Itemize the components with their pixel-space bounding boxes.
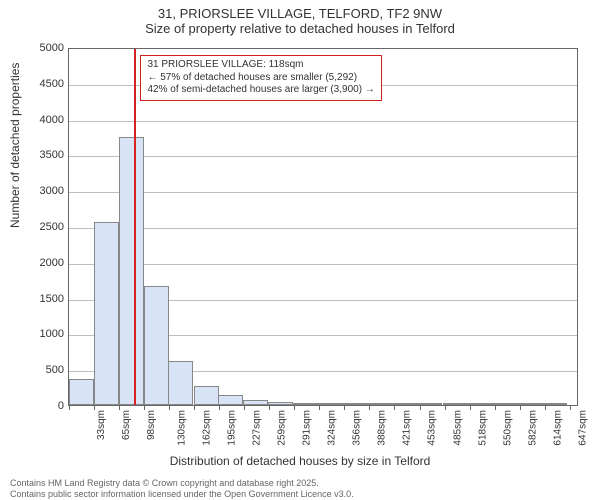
x-tick-label: 550sqm [502,410,513,446]
x-tick-label: 324sqm [327,410,338,446]
annot-line3: 42% of semi-detached houses are larger (… [147,84,374,97]
y-tick-label: 0 [24,400,64,412]
y-tick-label: 3500 [24,149,64,161]
x-tick-mark [470,405,471,410]
x-tick-mark [219,405,220,410]
plot-area: 31 PRIORSLEE VILLAGE: 118sqm ← 57% of de… [68,48,578,406]
chart-title-line1: 31, PRIORSLEE VILLAGE, TELFORD, TF2 9NW [0,6,600,21]
x-tick-mark [169,405,170,410]
x-tick-label: 130sqm [177,410,188,446]
y-tick-label: 4000 [24,114,64,126]
x-tick-label: 388sqm [377,410,388,446]
histogram-bar [268,402,293,405]
x-tick-mark [445,405,446,410]
x-tick-label: 453sqm [427,410,438,446]
x-tick-label: 227sqm [252,410,263,446]
x-tick-mark [394,405,395,410]
x-tick-mark [344,405,345,410]
histogram-bar [194,386,219,405]
x-tick-mark [194,405,195,410]
x-tick-mark [269,405,270,410]
y-tick-label: 2000 [24,257,64,269]
histogram-bar [368,403,393,405]
histogram-bar [467,403,492,405]
footer-attribution: Contains HM Land Registry data © Crown c… [10,478,354,500]
x-tick-label: 582sqm [527,410,538,446]
y-tick-label: 1500 [24,293,64,305]
histogram-bar [417,403,442,405]
x-tick-label: 33sqm [96,410,107,440]
x-tick-mark [69,405,70,410]
annotation-box: 31 PRIORSLEE VILLAGE: 118sqm ← 57% of de… [140,55,381,101]
y-tick-label: 2500 [24,221,64,233]
x-tick-mark [119,405,120,410]
histogram-bar [94,222,119,405]
y-tick-label: 5000 [24,42,64,54]
histogram-bar [318,403,343,405]
x-tick-mark [545,405,546,410]
reference-vline [134,49,136,405]
y-tick-label: 3000 [24,185,64,197]
y-tick-label: 500 [24,364,64,376]
histogram-bar [342,403,367,405]
chart-title-line2: Size of property relative to detached ho… [0,21,600,36]
histogram-bar [119,137,144,406]
title-block: 31, PRIORSLEE VILLAGE, TELFORD, TF2 9NW … [0,0,600,36]
x-tick-mark [144,405,145,410]
histogram-bar [168,361,193,405]
x-tick-label: 518sqm [477,410,488,446]
x-tick-label: 259sqm [277,410,288,446]
x-tick-mark [570,405,571,410]
y-axis-label: Number of detached properties [8,63,22,228]
x-tick-label: 98sqm [146,410,157,440]
histogram-bar [542,403,567,405]
x-tick-label: 356sqm [352,410,363,446]
annot-line1: 31 PRIORSLEE VILLAGE: 118sqm [147,59,374,72]
histogram-bar [492,403,517,405]
footer-line2: Contains public sector information licen… [10,489,354,500]
footer-line1: Contains HM Land Registry data © Crown c… [10,478,354,489]
histogram-bar [443,403,468,405]
x-tick-label: 291sqm [302,410,313,446]
x-tick-label: 485sqm [452,410,463,446]
grid-line [69,264,577,265]
x-tick-label: 195sqm [227,410,238,446]
x-tick-mark [420,405,421,410]
histogram-bar [69,379,94,405]
histogram-bar [393,403,418,405]
grid-line [69,228,577,229]
x-tick-mark [369,405,370,410]
y-tick-label: 4500 [24,78,64,90]
histogram-bar [218,395,243,405]
x-tick-mark [94,405,95,410]
histogram-bar [293,403,318,405]
x-tick-mark [244,405,245,410]
grid-line [69,121,577,122]
x-tick-mark [495,405,496,410]
grid-line [69,192,577,193]
annot-line2: ← 57% of detached houses are smaller (5,… [147,72,374,85]
grid-line [69,156,577,157]
x-tick-label: 614sqm [552,410,563,446]
x-tick-label: 162sqm [202,410,213,446]
x-axis-label: Distribution of detached houses by size … [0,454,600,468]
y-tick-label: 1000 [24,328,64,340]
x-tick-mark [294,405,295,410]
histogram-bar [144,286,169,405]
histogram-bar [243,400,268,405]
chart-container: 31, PRIORSLEE VILLAGE, TELFORD, TF2 9NW … [0,0,600,500]
x-tick-label: 421sqm [402,410,413,446]
x-tick-mark [520,405,521,410]
x-tick-label: 65sqm [121,410,132,440]
x-tick-mark [319,405,320,410]
x-tick-label: 647sqm [577,410,588,446]
